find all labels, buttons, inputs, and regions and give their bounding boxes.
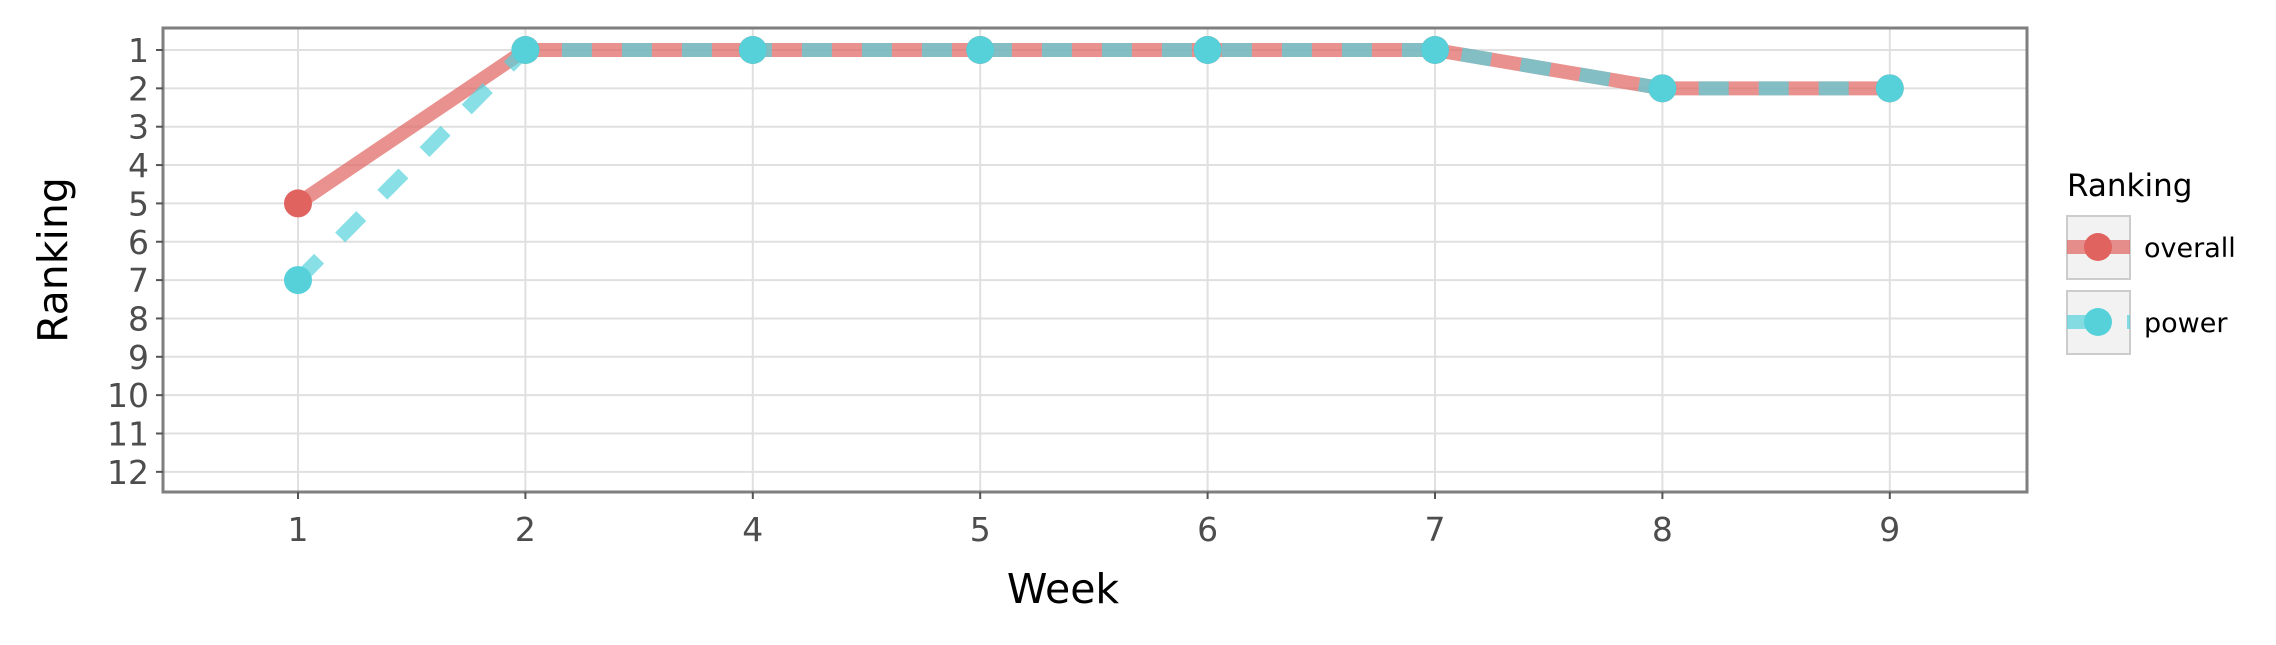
x-tick-label: 1 <box>288 510 309 549</box>
data-point-power <box>1875 74 1904 103</box>
y-tick-label: 11 <box>107 415 149 454</box>
x-tick-label: 4 <box>742 510 763 549</box>
y-tick-label: 1 <box>128 31 149 70</box>
y-tick-label: 8 <box>128 299 149 338</box>
data-point-power <box>738 36 767 64</box>
data-point-power <box>1193 36 1222 64</box>
series-points <box>284 36 1904 295</box>
legend-key-marker <box>2084 308 2112 336</box>
y-tick-label: 2 <box>128 69 149 108</box>
data-point-power <box>1648 74 1677 103</box>
grid-lines <box>163 28 2027 492</box>
x-tick-label: 7 <box>1425 510 1446 549</box>
x-tick-label: 5 <box>970 510 991 549</box>
y-tick-label: 7 <box>128 261 149 300</box>
data-point-power <box>284 266 312 295</box>
legend: Ranking overall power <box>2066 168 2236 355</box>
legend-label: power <box>2144 308 2228 339</box>
y-tick-label: 12 <box>107 453 149 492</box>
x-tick-label: 9 <box>1879 510 1900 549</box>
y-tick-label: 6 <box>128 223 149 262</box>
y-tick-label: 10 <box>107 376 149 415</box>
x-axis-ticks: 1 2 4 5 6 7 8 9 <box>288 492 1900 549</box>
data-point-overall <box>284 189 312 218</box>
y-tick-label: 3 <box>128 108 149 147</box>
data-point-power <box>966 36 995 64</box>
legend-item-overall: overall <box>2066 215 2236 280</box>
y-tick-label: 5 <box>128 184 149 223</box>
x-tick-label: 2 <box>515 510 536 549</box>
data-point-power <box>1421 36 1449 64</box>
series-lines <box>293 43 1890 286</box>
y-tick-label: 4 <box>128 146 149 185</box>
y-axis-label: Ranking <box>29 177 77 343</box>
series-line-power <box>293 43 1890 286</box>
x-tick-label: 8 <box>1652 510 1673 549</box>
legend-title: Ranking <box>2067 168 2192 204</box>
plot-border <box>161 26 2029 494</box>
x-axis-label: Week <box>1007 565 1120 613</box>
x-tick-label: 6 <box>1197 510 1218 549</box>
data-point-power <box>511 36 540 64</box>
legend-label: overall <box>2144 233 2236 264</box>
legend-item-power: power <box>2066 290 2228 355</box>
y-tick-label: 9 <box>128 338 149 377</box>
legend-key-marker <box>2084 233 2112 261</box>
